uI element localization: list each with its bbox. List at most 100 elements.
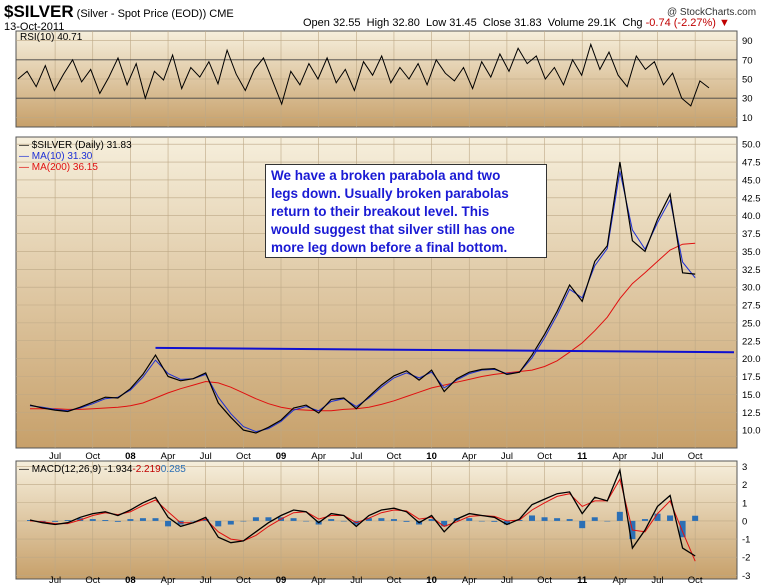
ma10-series-name: MA(10) 31.30: [31, 151, 93, 162]
x-tick-label: Oct: [85, 575, 100, 586]
ma200-line-icon: —: [19, 162, 29, 173]
close-value: 31.83: [514, 17, 542, 29]
macd-histogram-bar: [190, 520, 197, 522]
ma200-legend-entry: — MA(200) 36.15: [19, 162, 132, 173]
x-tick-label: Apr: [161, 451, 176, 462]
x-tick-label: Oct: [85, 451, 100, 462]
macd-histogram-bar: [503, 520, 510, 525]
macd-histogram-bar: [667, 515, 674, 521]
macd-histogram-bar: [290, 518, 297, 521]
macd-histogram-bar: [554, 518, 561, 521]
chart-date: 13-Oct-2011: [4, 21, 65, 33]
trendline: [155, 346, 735, 354]
macd-hist-name: 0.285: [160, 464, 186, 475]
macd-histogram-bar: [89, 519, 96, 521]
y-tick-label: 27.5: [742, 301, 761, 312]
open-label: Open: [303, 17, 330, 29]
change-value: -0.74 (-2.27%): [645, 17, 716, 29]
macd-histogram-bar: [566, 519, 573, 521]
x-tick-label: Oct: [688, 575, 703, 586]
x-tick-label: 09: [276, 451, 287, 462]
y-tick-label: 25.0: [742, 318, 761, 329]
y-tick-label: 90: [742, 36, 753, 47]
price-series-name: $SILVER (Daily) 31.83: [31, 140, 132, 151]
annotation-line: We have a broken parabola and two: [271, 168, 501, 183]
y-tick-label: 35.0: [742, 247, 761, 258]
x-tick-label: Oct: [236, 575, 251, 586]
macd-legend: — MACD(12,26,9) -1.934-2.2190.285: [19, 464, 186, 475]
macd-histogram-bar: [227, 520, 234, 525]
macd-histogram-bar: [491, 520, 498, 522]
x-tick-label: Oct: [537, 575, 552, 586]
macd-histogram-bar: [529, 515, 535, 521]
macd-histogram-bar: [591, 517, 598, 521]
x-tick-label: 08: [125, 575, 136, 586]
x-tick-label: Oct: [387, 575, 402, 586]
macd-histogram-bar: [102, 520, 109, 521]
macd-histogram-bar: [114, 520, 121, 522]
annotation-line: would suggest that silver still has one: [271, 222, 515, 237]
y-tick-label: -2: [742, 553, 750, 564]
x-tick-label: Jul: [49, 451, 61, 462]
macd-histogram-bar: [240, 520, 247, 522]
x-tick-label: 11: [577, 451, 588, 462]
macd-histogram-bar: [541, 517, 548, 521]
y-tick-label: 42.5: [742, 193, 761, 204]
y-tick-label: 20.0: [742, 354, 761, 365]
x-tick-label: Apr: [311, 451, 326, 462]
x-tick-label: Jul: [651, 575, 663, 586]
annotation-line: more leg down before a final bottom.: [271, 240, 508, 255]
y-tick-label: 3: [742, 462, 747, 473]
macd-histogram-bar: [215, 520, 222, 527]
x-tick-label: Jul: [501, 451, 513, 462]
ma200-series-name: MA(200) 36.15: [31, 162, 98, 173]
macd-line-icon: —: [19, 464, 29, 475]
y-tick-label: 12.5: [742, 408, 761, 419]
x-tick-label: Jul: [501, 575, 513, 586]
x-tick-label: 10: [426, 575, 437, 586]
chart-header: $SILVER (Silver - Spot Price (EOD)) CME: [4, 2, 234, 22]
macd-histogram-bar: [403, 520, 410, 522]
ma10-legend-entry: — MA(10) 31.30: [19, 151, 132, 162]
macd-histogram-bar: [441, 520, 448, 527]
y-tick-label: 45.0: [742, 175, 761, 186]
macd-line: [29, 467, 696, 557]
x-tick-label: Jul: [350, 451, 362, 462]
x-tick-label: Jul: [651, 451, 663, 462]
ohlc-stats: Open 32.55 High 32.80 Low 31.45 Close 31…: [303, 17, 730, 29]
annotation-box: We have a broken parabola and two legs d…: [265, 164, 547, 258]
x-tick-label: Oct: [236, 451, 251, 462]
high-value: 32.80: [392, 17, 420, 29]
volume-value: 29.1K: [587, 17, 617, 29]
macd-histogram-bar: [579, 520, 586, 529]
panel-background: [15, 460, 738, 580]
x-tick-label: Apr: [612, 575, 627, 586]
macd-histogram-bar: [365, 518, 372, 521]
y-tick-label: 2: [742, 480, 747, 491]
symbol: $SILVER: [4, 2, 74, 21]
exchange: CME: [209, 8, 234, 20]
open-value: 32.55: [332, 17, 361, 29]
y-tick-label: -1: [742, 535, 750, 546]
x-tick-label: Jul: [350, 575, 362, 586]
macd-histogram-bar: [303, 520, 310, 522]
x-tick-label: Jul: [200, 451, 212, 462]
y-tick-label: 22.5: [742, 336, 761, 347]
volume-label: Volume: [547, 17, 585, 29]
y-tick-label: 30.0: [742, 283, 761, 294]
macd-histogram-bar: [165, 520, 172, 527]
y-tick-label: 70: [742, 55, 753, 66]
y-tick-label: 50: [742, 75, 753, 86]
y-tick-label: 32.5: [742, 265, 761, 276]
y-tick-label: 17.5: [742, 372, 761, 383]
x-tick-label: 10: [426, 451, 437, 462]
x-tick-label: Apr: [462, 575, 477, 586]
macd-histogram-bar: [52, 520, 59, 522]
macd-panel: -3 -2 -1 0 1 2 3: [15, 460, 750, 582]
x-tick-label: Oct: [537, 451, 552, 462]
price-legend: — $SILVER (Daily) 31.83 — MA(10) 31.30 —…: [19, 140, 132, 173]
macd-series-name: MACD(12,26,9) -1.934: [31, 464, 133, 475]
watermark: @ StockCharts.com: [667, 7, 757, 18]
macd-histogram-bar: [616, 511, 623, 521]
